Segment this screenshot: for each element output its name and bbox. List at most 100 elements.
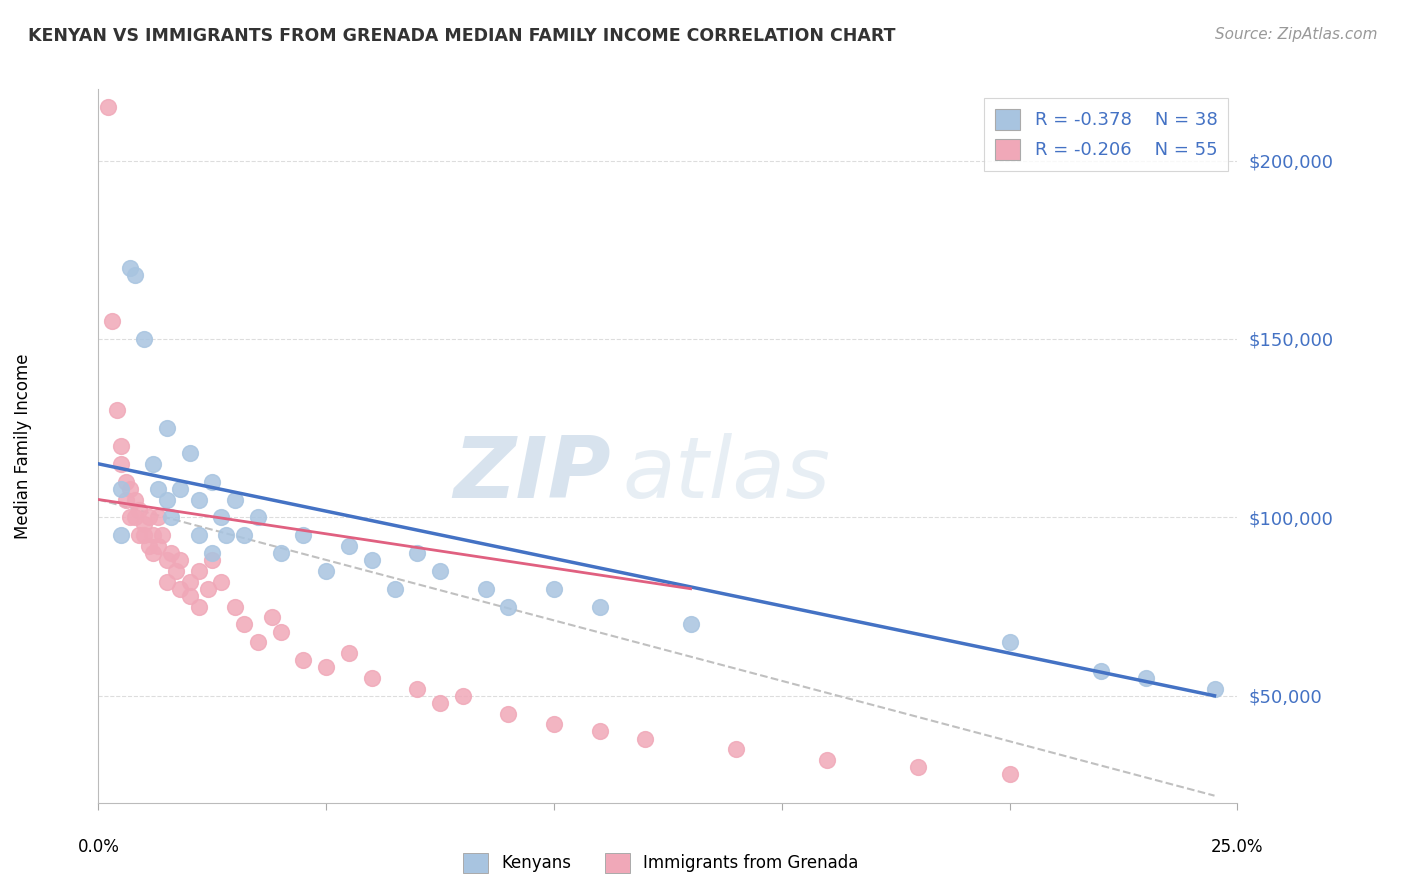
Point xyxy=(209,510,232,524)
Point xyxy=(187,599,209,614)
Point xyxy=(1204,681,1226,696)
Point xyxy=(156,574,179,589)
Text: ZIP: ZIP xyxy=(453,433,612,516)
Point xyxy=(105,403,128,417)
Point xyxy=(224,599,246,614)
Point xyxy=(187,492,209,507)
Point xyxy=(110,457,132,471)
Point xyxy=(132,517,155,532)
Point xyxy=(201,553,224,567)
Point xyxy=(179,574,201,589)
Point xyxy=(384,582,406,596)
Point xyxy=(169,553,191,567)
Point xyxy=(998,635,1021,649)
Point xyxy=(406,546,429,560)
Point xyxy=(101,314,124,328)
Text: KENYAN VS IMMIGRANTS FROM GRENADA MEDIAN FAMILY INCOME CORRELATION CHART: KENYAN VS IMMIGRANTS FROM GRENADA MEDIAN… xyxy=(28,27,896,45)
Point xyxy=(120,482,142,496)
Point xyxy=(142,528,165,542)
Point xyxy=(246,510,269,524)
Point xyxy=(110,482,132,496)
Point xyxy=(215,528,238,542)
Point xyxy=(588,599,610,614)
Point xyxy=(270,546,292,560)
Point xyxy=(187,528,209,542)
Point xyxy=(146,539,169,553)
Point xyxy=(292,528,315,542)
Point xyxy=(337,646,360,660)
Point xyxy=(124,268,146,282)
Text: Median Family Income: Median Family Income xyxy=(14,353,32,539)
Point xyxy=(429,564,451,578)
Point xyxy=(132,332,155,346)
Point xyxy=(138,539,160,553)
Point xyxy=(110,528,132,542)
Point xyxy=(128,503,150,517)
Point xyxy=(201,546,224,560)
Point xyxy=(165,564,187,578)
Point xyxy=(114,492,136,507)
Point xyxy=(114,475,136,489)
Point xyxy=(169,482,191,496)
Point xyxy=(360,671,382,685)
Point xyxy=(110,439,132,453)
Point xyxy=(124,510,146,524)
Point xyxy=(160,510,183,524)
Point xyxy=(128,528,150,542)
Point xyxy=(451,689,474,703)
Point xyxy=(146,510,169,524)
Point xyxy=(156,492,179,507)
Point xyxy=(160,546,183,560)
Point xyxy=(132,528,155,542)
Point xyxy=(150,528,173,542)
Point xyxy=(146,482,169,496)
Point xyxy=(124,492,146,507)
Point xyxy=(815,753,838,767)
Point xyxy=(209,574,232,589)
Point xyxy=(120,510,142,524)
Text: Source: ZipAtlas.com: Source: ZipAtlas.com xyxy=(1215,27,1378,42)
Point xyxy=(197,582,219,596)
Text: atlas: atlas xyxy=(623,433,831,516)
Point xyxy=(634,731,657,746)
Point xyxy=(543,582,565,596)
Point xyxy=(360,553,382,567)
Point xyxy=(224,492,246,507)
Point xyxy=(120,260,142,275)
Point xyxy=(246,635,269,649)
Point xyxy=(156,421,179,435)
Point xyxy=(96,100,118,114)
Point xyxy=(142,457,165,471)
Legend: R = -0.378    N = 38, R = -0.206    N = 55: R = -0.378 N = 38, R = -0.206 N = 55 xyxy=(984,98,1229,170)
Point xyxy=(429,696,451,710)
Point xyxy=(543,717,565,731)
Point xyxy=(292,653,315,667)
Point xyxy=(179,589,201,603)
Point xyxy=(233,617,256,632)
Point xyxy=(998,767,1021,781)
Point xyxy=(315,564,337,578)
Point xyxy=(1090,664,1112,678)
Point xyxy=(406,681,429,696)
Point xyxy=(315,660,337,674)
Point xyxy=(233,528,256,542)
Point xyxy=(260,610,283,624)
Point xyxy=(187,564,209,578)
Point xyxy=(498,706,520,721)
Point xyxy=(498,599,520,614)
Point xyxy=(156,553,179,567)
Text: 0.0%: 0.0% xyxy=(77,838,120,856)
Point xyxy=(907,760,929,774)
Text: 25.0%: 25.0% xyxy=(1211,838,1264,856)
Legend: Kenyans, Immigrants from Grenada: Kenyans, Immigrants from Grenada xyxy=(457,847,865,880)
Point xyxy=(679,617,702,632)
Point xyxy=(337,539,360,553)
Point xyxy=(169,582,191,596)
Point xyxy=(179,446,201,460)
Point xyxy=(201,475,224,489)
Point xyxy=(270,624,292,639)
Point xyxy=(588,724,610,739)
Point xyxy=(725,742,748,756)
Point xyxy=(1135,671,1157,685)
Point xyxy=(138,510,160,524)
